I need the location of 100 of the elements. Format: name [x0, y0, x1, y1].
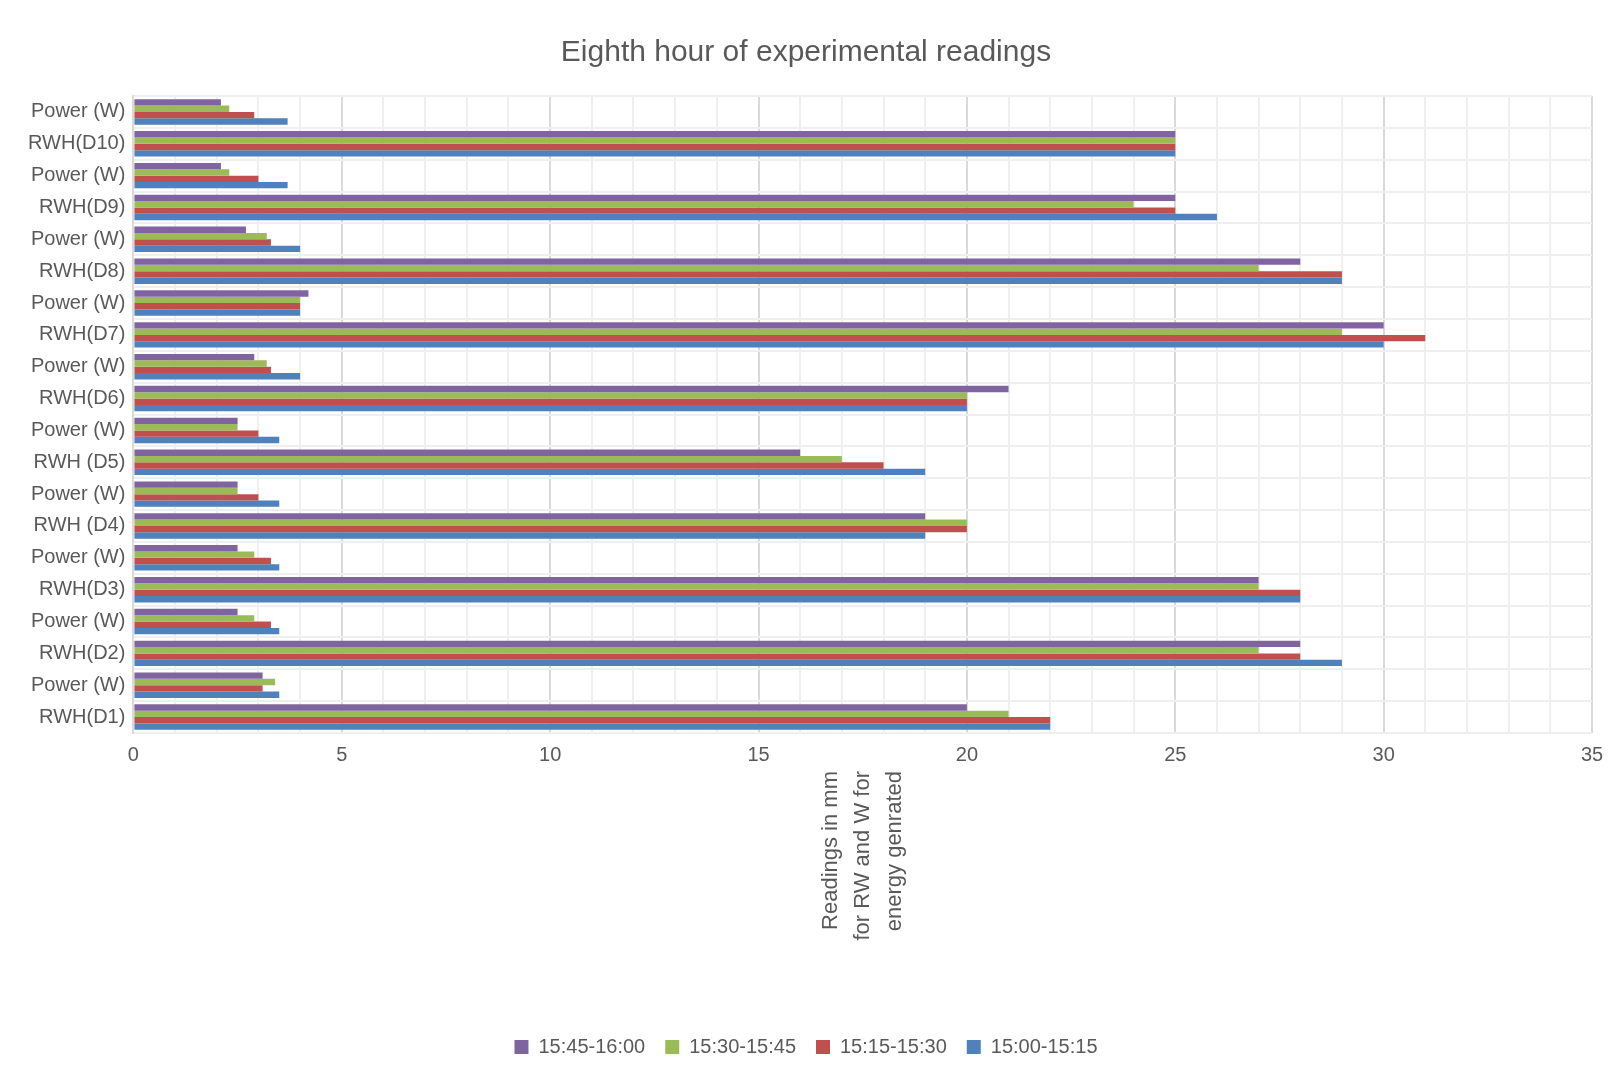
legend-label: 15:00-15:15: [990, 1034, 1098, 1057]
bar: [134, 290, 309, 297]
bar: [134, 717, 1051, 724]
bar: [134, 691, 280, 698]
x-tick-label: 15: [747, 742, 770, 765]
bar: [134, 373, 301, 380]
bar: [134, 564, 280, 571]
bar: [134, 513, 926, 520]
y-tick-label: Power (W): [30, 226, 126, 249]
y-tick-label: Power (W): [30, 290, 126, 313]
legend-label: 15:30-15:45: [689, 1034, 797, 1057]
bar: [134, 525, 967, 533]
bar: [134, 449, 801, 456]
bar: [134, 303, 301, 310]
bar: [134, 111, 255, 119]
bar: [134, 424, 238, 431]
bar: [134, 207, 1176, 214]
bar: [134, 150, 1176, 157]
bar: [134, 678, 276, 686]
bar: [134, 143, 1176, 151]
bar: [134, 162, 221, 170]
bar: [134, 659, 1342, 667]
bar: [134, 710, 1009, 718]
bar: [134, 296, 301, 304]
bar: [134, 398, 967, 405]
legend-label: 15:45-16:00: [538, 1034, 646, 1057]
bar: [134, 627, 280, 635]
y-tick-label: RWH(D7): [39, 322, 126, 345]
bar: [134, 430, 259, 437]
bar: [134, 169, 230, 176]
bar: [134, 417, 238, 425]
bar: [134, 264, 1259, 272]
y-tick-label: RWH(D1): [39, 704, 126, 727]
y-tick-label: Power (W): [30, 545, 126, 568]
bar: [134, 360, 267, 367]
bar: [134, 239, 271, 246]
bar: [134, 596, 1301, 603]
bar: [134, 213, 1217, 221]
y-tick-label: Power (W): [30, 672, 126, 695]
bar: [134, 175, 259, 182]
x-tick-label: 5: [336, 742, 348, 765]
y-tick-label: RWH(D9): [39, 194, 126, 217]
bar: [134, 341, 1384, 348]
bar: [134, 404, 967, 412]
bar: [134, 137, 1176, 144]
bar: [134, 487, 238, 495]
y-tick-label: RWH(D6): [39, 386, 126, 409]
bar: [134, 685, 263, 692]
bar: [134, 131, 1176, 138]
bar: [134, 194, 1176, 202]
bar: [134, 621, 271, 628]
bar: [134, 455, 842, 463]
x-tick-label: 25: [1164, 742, 1187, 765]
bar: [134, 392, 967, 399]
bar: [134, 118, 288, 125]
bar: [134, 245, 301, 253]
y-tick-label: Power (W): [30, 99, 126, 122]
legend-label: 15:15-15:30: [840, 1034, 947, 1057]
bar: [134, 277, 1342, 284]
x-tick-label: 35: [1580, 742, 1604, 765]
chart-title: Eighth hour of experimental readings: [560, 34, 1052, 68]
bar: [134, 519, 967, 526]
bar: [134, 589, 1301, 597]
y-tick-label: RWH(D8): [39, 258, 126, 281]
bar: [134, 494, 259, 501]
y-tick-label: RWH (D4): [33, 513, 126, 536]
x-tick-label: 30: [1372, 742, 1395, 765]
bar: [134, 647, 1259, 654]
bar: [134, 99, 221, 106]
bar: [134, 583, 1259, 590]
bar: [134, 500, 280, 507]
bar: [134, 723, 1051, 730]
bar: [134, 182, 288, 189]
bar: [134, 462, 884, 469]
bar: [134, 653, 1301, 660]
x-tick-label: 20: [955, 742, 979, 765]
bar: [134, 436, 280, 444]
bar: [134, 271, 1342, 278]
x-tick-label: 0: [127, 742, 139, 765]
bar: [134, 201, 1134, 208]
bar: [134, 328, 1342, 335]
bar: [134, 551, 255, 558]
text: Readings in mm for RW and W for energy genrated: [816, 771, 906, 941]
y-tick-label: Power (W): [30, 354, 126, 377]
bar: [134, 232, 267, 240]
y-tick-label: Power (W): [30, 417, 126, 440]
bar: [134, 640, 1301, 648]
y-tick-label: Power (W): [30, 609, 126, 632]
y-tick-label: RWH (D5): [33, 449, 126, 472]
bar: [134, 334, 1426, 342]
bar: [134, 481, 238, 488]
bar: [134, 557, 271, 565]
bar: [134, 532, 926, 539]
bar: [134, 226, 246, 233]
bar: [134, 258, 1301, 265]
bar: [134, 105, 230, 112]
bar: [134, 322, 1384, 329]
bar: [134, 608, 238, 616]
y-tick-label: RWH(D2): [39, 640, 126, 663]
bar: [134, 468, 926, 476]
